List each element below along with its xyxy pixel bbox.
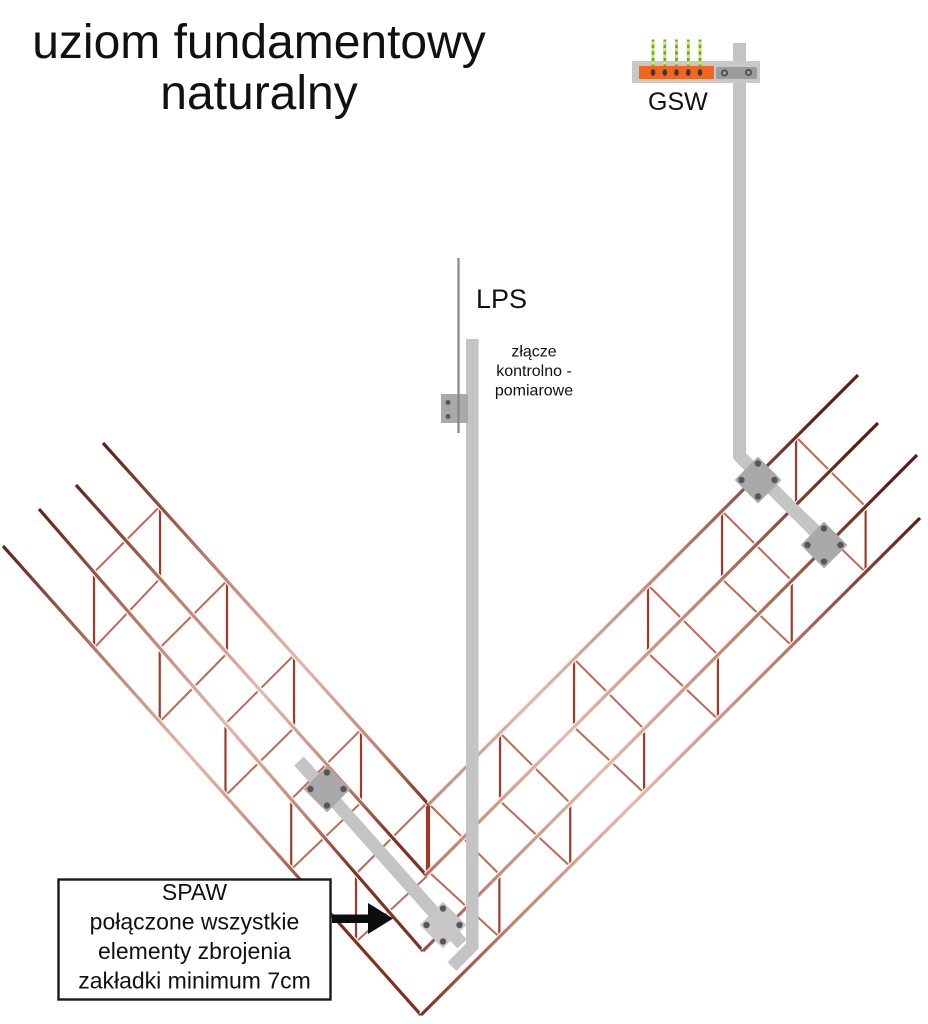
lps-earthing-strap: [447, 339, 479, 971]
terminal-hole: [686, 69, 691, 76]
weld-note-box: [57, 878, 332, 1001]
bolt: [771, 476, 778, 484]
weld-plate-left-upper: [303, 765, 351, 813]
weld-plate-right-upper: [734, 456, 782, 504]
gsw-label: GSW: [648, 88, 708, 116]
weld-plate-corner: [419, 901, 467, 949]
plate-face: [303, 765, 351, 813]
weld-note-line: elementy zbrojenia: [98, 938, 291, 964]
rebar-rail: [421, 453, 919, 953]
plate-face: [441, 394, 468, 423]
bolt-center: [746, 70, 751, 75]
gsw-busbar: [632, 39, 760, 83]
bolt: [340, 785, 347, 793]
lps-label: LPS: [476, 284, 527, 314]
weld-note: SPAW połączone wszystkie elementy zbroje…: [78, 879, 311, 994]
terminal-holes: [650, 69, 703, 76]
gsw-earthing-strap: [733, 43, 843, 560]
bolt: [323, 769, 331, 776]
terminal-hole: [697, 69, 703, 76]
bolt-center: [722, 71, 727, 75]
bolt: [820, 525, 828, 532]
bolt: [445, 400, 451, 405]
bolt: [754, 493, 762, 500]
plate-face: [419, 901, 467, 949]
weld-note-line: połączone wszystkie: [90, 909, 300, 935]
bolt: [439, 938, 447, 945]
rebar-rail: [37, 507, 425, 953]
bolt: [423, 921, 430, 929]
terminal-hole: [650, 69, 656, 76]
weld-note-line: SPAW: [162, 879, 227, 905]
bolt: [754, 460, 762, 467]
stirrup-tie: [428, 871, 501, 938]
joint-label-line: pomiarowe: [495, 383, 573, 400]
rebar-rail: [1, 544, 423, 1017]
bolt: [307, 785, 314, 793]
stirrup-tie: [499, 800, 571, 868]
rebar-rail: [419, 516, 922, 1017]
plate-face: [800, 521, 848, 569]
terminal-hole: [674, 69, 679, 76]
bolt: [820, 558, 828, 565]
page-title-line: naturalny: [160, 67, 357, 120]
rebar-rail: [74, 483, 428, 877]
stirrup-tie: [573, 726, 645, 794]
bolt: [323, 802, 331, 809]
joint-label-line: kontrolno -: [496, 363, 572, 380]
page-title-line: uziom fundamentowy: [32, 16, 486, 69]
rebar-rail: [101, 441, 430, 806]
rebar-rail: [424, 421, 880, 877]
bolt: [804, 541, 811, 549]
bolt: [837, 541, 844, 549]
bolt: [456, 921, 463, 929]
test-joint-plate: [441, 394, 468, 423]
bolt: [738, 476, 745, 484]
weld-pointer-arrow-icon: [332, 903, 393, 934]
joint-label: złącze kontrolno - pomiarowe: [495, 344, 573, 400]
weld-plate-right-lower: [800, 521, 848, 569]
joint-label-line: złącze: [511, 344, 556, 361]
rebar-mesh: [0, 373, 922, 1017]
weld-note-line: zakładki minimum 7cm: [78, 968, 311, 994]
bolt: [439, 905, 447, 912]
earthing-wires: [651, 39, 702, 67]
rebar-rail: [427, 373, 860, 806]
plate-face: [734, 456, 782, 504]
terminal-hole: [662, 69, 668, 76]
bolt: [445, 414, 451, 419]
